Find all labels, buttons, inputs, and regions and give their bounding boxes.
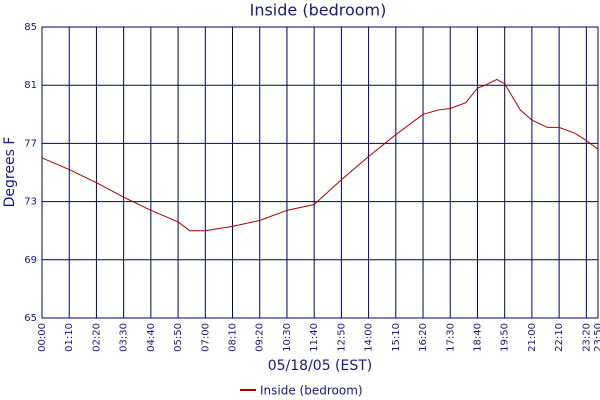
- x-tick-label: 10:30: [282, 323, 293, 352]
- x-tick-label: 04:40: [146, 323, 157, 352]
- y-tick-label: 73: [24, 197, 37, 208]
- x-tick-label: 14:00: [364, 323, 375, 352]
- x-tick-label: 16:20: [418, 323, 429, 352]
- x-tick-label: 07:00: [200, 323, 211, 352]
- x-tick-label: 01:10: [64, 323, 75, 352]
- y-tick-label: 69: [24, 255, 37, 266]
- x-tick-label: 03:30: [119, 323, 130, 352]
- x-tick-label: 08:10: [228, 323, 239, 352]
- x-axis-label: 05/18/05 (EST): [268, 358, 373, 374]
- chart-title: Inside (bedroom): [250, 1, 387, 20]
- x-tick-label: 02:20: [91, 323, 102, 352]
- x-tick-label: 09:20: [255, 323, 266, 352]
- y-tick-label: 77: [24, 138, 37, 149]
- x-tick-label: 22:10: [554, 323, 565, 352]
- x-tick-label: 21:00: [527, 323, 538, 352]
- y-axis-label: Degrees F: [2, 137, 18, 208]
- x-tick-label: 23:20: [581, 323, 592, 352]
- y-tick-label: 85: [24, 22, 37, 33]
- x-tick-label: 18:40: [472, 323, 483, 352]
- x-tick-label: 12:50: [336, 323, 347, 352]
- x-tick-label: 15:10: [391, 323, 402, 352]
- y-tick-label: 81: [24, 80, 37, 91]
- legend-label: Inside (bedroom): [260, 384, 363, 398]
- x-tick-label: 11:40: [309, 323, 320, 352]
- series-line: [41, 78, 599, 232]
- x-tick-label: 05:50: [173, 323, 184, 352]
- x-tick-label: 19:50: [500, 323, 511, 352]
- x-tick-label: 00:00: [37, 323, 48, 352]
- x-tick-label: 23:50: [593, 323, 600, 352]
- x-tick-label: 17:30: [445, 323, 456, 352]
- y-tick-label: 65: [24, 313, 37, 324]
- plot-border: [41, 26, 599, 319]
